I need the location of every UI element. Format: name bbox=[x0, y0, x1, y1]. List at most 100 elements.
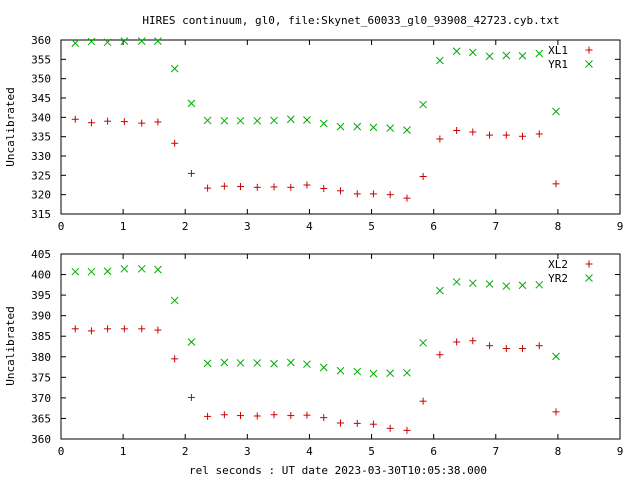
data-point bbox=[120, 325, 128, 333]
data-point bbox=[353, 419, 361, 427]
x-tick-label: 7 bbox=[492, 220, 499, 233]
data-point bbox=[138, 325, 146, 333]
data-point bbox=[386, 369, 395, 378]
data-point bbox=[518, 132, 526, 140]
legend-label-yr2: YR2 bbox=[548, 272, 568, 285]
y-tick-label: 330 bbox=[31, 150, 51, 163]
series-xl2 bbox=[71, 325, 560, 434]
y-tick-label: 350 bbox=[31, 73, 51, 86]
y-tick-label: 345 bbox=[31, 92, 51, 105]
data-point bbox=[220, 411, 228, 419]
data-point bbox=[485, 280, 494, 288]
x-tick-label: 3 bbox=[244, 220, 251, 233]
data-point bbox=[436, 56, 444, 65]
data-point bbox=[87, 37, 96, 46]
data-point bbox=[320, 414, 328, 422]
data-point bbox=[204, 184, 212, 192]
data-point bbox=[419, 338, 427, 347]
data-point bbox=[137, 264, 146, 273]
data-point bbox=[187, 99, 196, 108]
y-tick-label: 360 bbox=[31, 433, 51, 446]
series-xl1 bbox=[71, 115, 560, 202]
data-point bbox=[468, 48, 477, 57]
x-tick-label: 8 bbox=[555, 445, 562, 458]
data-point bbox=[287, 412, 295, 420]
y-tick-label: 320 bbox=[31, 189, 51, 202]
data-point bbox=[386, 124, 395, 133]
x-tick-label: 1 bbox=[120, 220, 127, 233]
data-point bbox=[486, 342, 494, 350]
x-tick-label: 1 bbox=[120, 445, 127, 458]
data-point bbox=[154, 37, 162, 46]
y-tick-label: 340 bbox=[31, 111, 51, 124]
data-point bbox=[319, 119, 328, 128]
x-tick-label: 9 bbox=[617, 445, 624, 458]
y-tick-label: 395 bbox=[31, 289, 51, 302]
data-point bbox=[203, 116, 212, 125]
data-point bbox=[236, 359, 245, 367]
data-point bbox=[187, 338, 196, 346]
data-point bbox=[502, 345, 510, 353]
data-point bbox=[87, 119, 95, 127]
data-point bbox=[270, 359, 278, 368]
x-tick-label: 4 bbox=[306, 445, 313, 458]
data-point bbox=[320, 184, 328, 192]
data-point bbox=[154, 265, 162, 274]
x-axis-title: rel seconds : UT date 2023-03-30T10:05:3… bbox=[189, 464, 487, 477]
data-point bbox=[303, 360, 311, 369]
data-point bbox=[103, 38, 112, 47]
data-point bbox=[253, 183, 261, 191]
x-tick-label: 6 bbox=[430, 445, 437, 458]
y-axis-label: Uncalibrated bbox=[4, 87, 17, 166]
legend-marker-yr1 bbox=[585, 60, 593, 68]
y-tick-label: 315 bbox=[31, 208, 51, 221]
data-point bbox=[187, 169, 195, 177]
data-point bbox=[386, 424, 394, 432]
data-point bbox=[253, 359, 262, 367]
data-point bbox=[353, 190, 361, 198]
data-point bbox=[353, 122, 362, 131]
data-point bbox=[103, 267, 112, 276]
plot-frame bbox=[60, 39, 621, 215]
data-point bbox=[403, 368, 411, 377]
data-point bbox=[236, 116, 245, 125]
data-point bbox=[104, 117, 112, 125]
x-tick-label: 4 bbox=[306, 220, 313, 233]
data-point bbox=[187, 393, 195, 401]
plot-frame bbox=[60, 253, 621, 440]
data-point bbox=[171, 139, 179, 147]
data-point bbox=[468, 279, 477, 288]
data-point bbox=[369, 420, 377, 428]
data-point bbox=[535, 130, 543, 138]
data-point bbox=[535, 280, 544, 289]
chart-title: HIRES continuum, gl0, file:Skynet_60033_… bbox=[142, 14, 559, 27]
data-point bbox=[220, 116, 229, 125]
data-point bbox=[486, 131, 494, 139]
data-point bbox=[452, 47, 461, 56]
x-tick-label: 5 bbox=[368, 220, 375, 233]
upper-panel: 0 1 2 3 4 5 6 7 8 9315320325330335340345350355360… bbox=[4, 34, 623, 233]
y-tick-label: 385 bbox=[31, 330, 51, 343]
y-tick-label: 380 bbox=[31, 351, 51, 364]
y-tick-label: 360 bbox=[31, 34, 51, 47]
data-point bbox=[237, 412, 245, 420]
data-point bbox=[386, 191, 394, 199]
data-point bbox=[120, 264, 129, 273]
data-point bbox=[452, 278, 461, 286]
x-tick-label: 5 bbox=[368, 445, 375, 458]
data-point bbox=[303, 411, 311, 419]
data-point bbox=[403, 126, 411, 134]
y-tick-label: 325 bbox=[31, 169, 51, 182]
data-point bbox=[237, 183, 245, 191]
data-point bbox=[71, 115, 79, 123]
data-point bbox=[171, 355, 179, 363]
data-point bbox=[552, 408, 560, 416]
y-tick-label: 365 bbox=[31, 412, 51, 425]
y-axis-label: Uncalibrated bbox=[4, 306, 17, 385]
data-point bbox=[436, 286, 444, 295]
legend-marker-xl2 bbox=[585, 260, 593, 268]
y-tick-label: 375 bbox=[31, 371, 51, 384]
legend-marker-xl1 bbox=[585, 46, 593, 54]
data-point bbox=[71, 39, 80, 47]
